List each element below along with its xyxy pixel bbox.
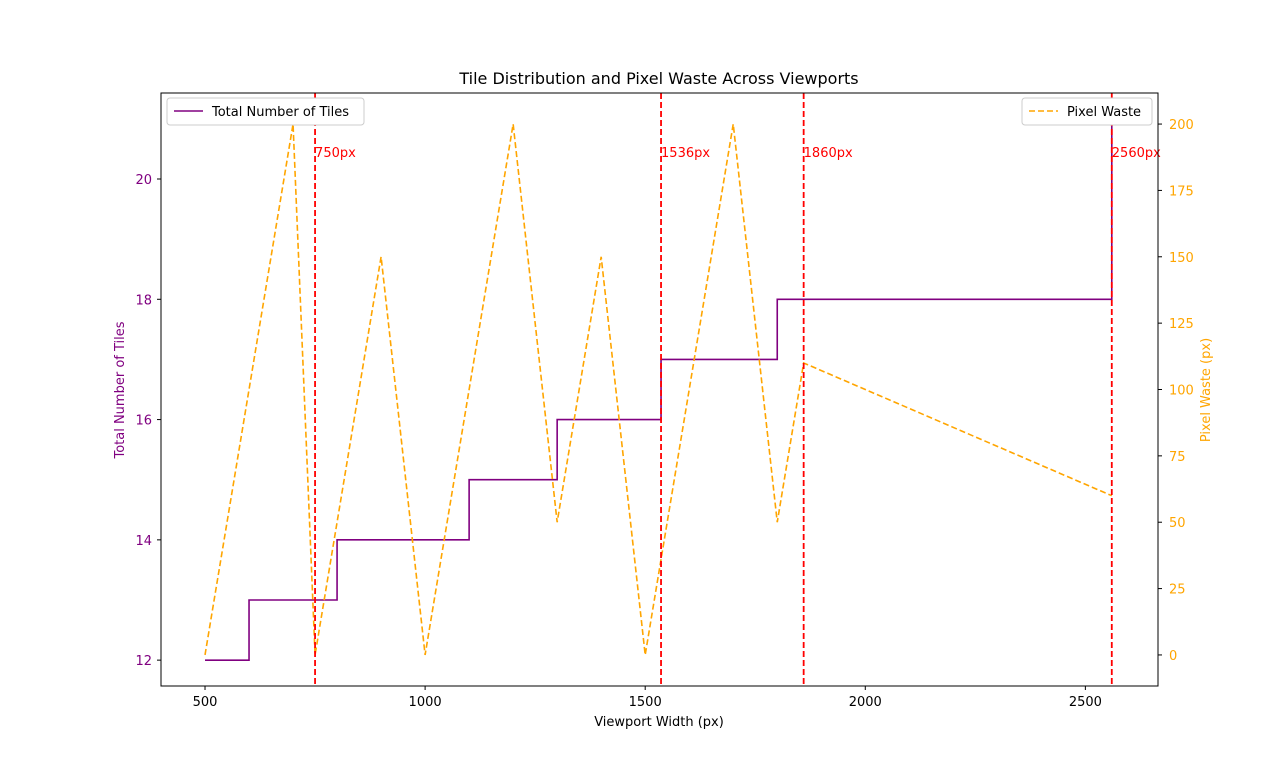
plot-frame (160, 92, 1159, 687)
breakpoint-label: 1860px (804, 146, 853, 161)
breakpoint-label: 1536px (661, 146, 710, 161)
x-tick-label: 2000 (849, 695, 882, 710)
y-right-axis-label: Pixel Waste (px) (1199, 338, 1214, 442)
y-right-tick-label: 200 (1169, 118, 1194, 133)
y-right-tick-label: 175 (1169, 184, 1194, 199)
x-tick-label: 1000 (409, 695, 442, 710)
legend-tiles: Total Number of Tiles (166, 97, 365, 126)
x-tick-label: 2500 (1069, 695, 1102, 710)
x-tick-label: 500 (193, 695, 218, 710)
series-line-tiles (205, 118, 1113, 661)
chart-title: Tile Distribution and Pixel Waste Across… (458, 69, 858, 88)
breakpoint-label: 750px (315, 146, 356, 161)
y-right-tick-label: 150 (1169, 251, 1194, 266)
legend-box (1021, 97, 1153, 126)
y-right-tick-label: 100 (1169, 384, 1194, 399)
x-axis-label: Viewport Width (px) (594, 715, 724, 730)
breakpoint-label: 2560px (1112, 146, 1161, 161)
y-left-tick-label: 20 (135, 173, 152, 188)
y-right-tick-label: 50 (1169, 516, 1186, 531)
axes: 500 1000 1500 2000 2500121416182002550751001… (135, 92, 1194, 710)
y-right-tick-label: 75 (1169, 450, 1186, 465)
plot-area: 750px 1536px 1860px 2560px (204, 93, 1161, 686)
y-left-axis-label: Total Number of Tiles (113, 321, 128, 459)
legend-label-pixel-waste: Pixel Waste (1067, 105, 1141, 120)
y-left-tick-label: 16 (135, 414, 152, 429)
y-right-tick-label: 125 (1169, 317, 1194, 332)
plot-series-group (204, 118, 1113, 661)
x-tick-label: 1500 (629, 695, 662, 710)
y-right-tick-label: 0 (1169, 649, 1177, 664)
legend-box (166, 97, 365, 126)
y-left-tick-label: 18 (135, 293, 152, 308)
y-left-tick-label: 14 (135, 534, 152, 549)
y-left-tick-label: 12 (135, 654, 152, 669)
legend-label-tiles: Total Number of Tiles (211, 105, 349, 120)
series-line-pixel-waste (204, 123, 1113, 656)
y-right-tick-label: 25 (1169, 583, 1186, 598)
legend-pixel-waste: Pixel Waste (1021, 97, 1153, 126)
